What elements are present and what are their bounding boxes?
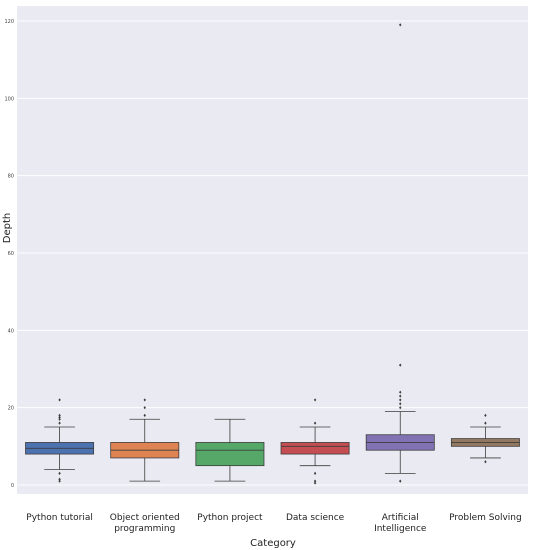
outlier-0-6 [58,413,61,417]
outlier-3-3 [313,421,317,425]
outlier-4-5 [399,390,402,394]
boxes [25,23,520,485]
outlier-1-1 [143,406,146,410]
y-tick-label-40: 40 [8,328,14,334]
outlier-5-1 [484,421,487,425]
outlier-3-4 [313,398,317,402]
y-tick-label-0: 0 [11,483,14,489]
y-tick-label-120: 120 [4,19,14,25]
y-tick-label-60: 60 [8,251,14,257]
outlier-0-5 [58,415,61,419]
outlier-5-0 [484,460,487,464]
box-group-5 [450,413,520,464]
box-3 [280,442,350,455]
box-group-2 [195,418,265,482]
box-group-4 [365,23,435,483]
outlier-1-2 [143,398,146,402]
outlier-3-0 [313,481,317,485]
y-axis-title: Depth [2,213,13,243]
outlier-0-7 [58,398,61,402]
x-tick-labels: Python tutorial Object orientedprogrammin… [26,513,521,534]
y-tick-label-20: 20 [8,406,14,412]
outlier-0-2 [58,471,61,475]
y-tick-label-80: 80 [8,174,14,180]
outlier-4-6 [399,363,402,367]
x-tick-label-1-0: Object oriented [110,513,180,523]
outlier-4-3 [399,398,402,402]
outlier-3-1 [313,479,317,483]
x-tick-label-3-0: Data science [286,513,345,523]
y-tick-label-100: 100 [4,96,14,102]
outlier-4-4 [399,394,402,398]
y-tick-labels: 0 20 40 60 80 100 120 [4,19,14,489]
outlier-0-3 [58,421,61,425]
x-tick-label-5-0: Problem Solving [449,513,522,523]
outlier-0-0 [58,479,61,483]
gridlines [17,20,528,486]
plot-area [17,6,528,494]
x-tick-label-4-1: Intelligence [374,524,427,534]
box-group-3 [280,398,350,485]
outlier-1-0 [143,413,146,417]
outlier-4-7 [399,23,402,27]
outlier-5-2 [484,413,487,417]
x-tick-label-1-1: programming [114,524,175,534]
box-group-1 [110,398,180,482]
x-tick-label-4-0: Artificial [382,513,419,523]
x-tick-label-0-0: Python tutorial [26,513,93,523]
outlier-4-1 [399,406,402,410]
outlier-0-1 [58,477,61,481]
outlier-0-4 [58,417,61,421]
x-axis-title: Category [250,538,296,549]
outlier-3-2 [313,471,317,475]
outlier-4-2 [399,402,402,406]
box-2 [195,442,265,467]
x-tick-label-2-0: Python project [197,513,263,523]
box-group-0 [25,398,95,483]
outlier-4-0 [399,479,402,483]
